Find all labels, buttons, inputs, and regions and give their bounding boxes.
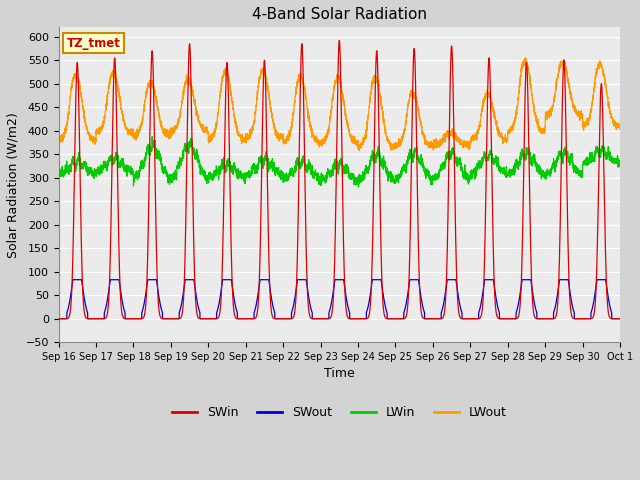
Text: TZ_tmet: TZ_tmet: [67, 37, 121, 50]
Legend: SWin, SWout, LWin, LWout: SWin, SWout, LWin, LWout: [167, 401, 512, 424]
X-axis label: Time: Time: [324, 368, 355, 381]
Title: 4-Band Solar Radiation: 4-Band Solar Radiation: [252, 7, 427, 22]
Y-axis label: Solar Radiation (W/m2): Solar Radiation (W/m2): [7, 112, 20, 258]
